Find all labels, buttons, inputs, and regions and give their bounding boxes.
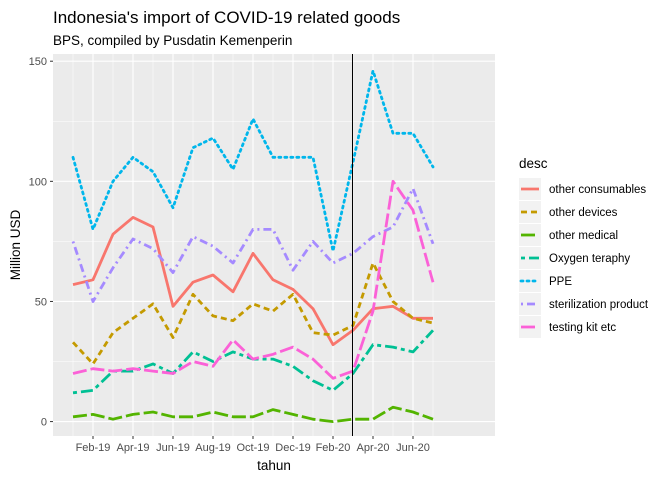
legend-title: desc (519, 156, 548, 171)
series-line-other-devices (71, 261, 434, 366)
y-tick-label: 150 (29, 56, 47, 68)
legend-label-ppe: PPE (549, 276, 572, 288)
y-tick-label: 100 (29, 176, 47, 188)
series-line-other-medical (72, 405, 434, 423)
y-axis: 0 50 100 150 (29, 56, 53, 429)
x-tick-label: Jun-19 (156, 442, 190, 454)
chart-subtitle: BPS, compiled by Pusdatin Kemenperin (53, 33, 292, 48)
legend: other consumables other devices other medi… (519, 178, 649, 338)
y-tick-label: 50 (35, 296, 47, 308)
x-tick-label: Oct-19 (236, 442, 269, 454)
legend-label-oxygen-teraphy: Oxygen teraphy (549, 253, 630, 265)
series-line-ppe (71, 69, 435, 253)
x-tick-label: Jun-20 (396, 442, 430, 454)
grid-major (53, 54, 495, 436)
legend-label-other-consumables: other consumables (549, 184, 646, 196)
x-axis-title: tahun (257, 458, 291, 473)
legend-label-sterilization-product: sterilization product (549, 299, 649, 311)
series-layer (71, 69, 435, 423)
x-tick-label: Apr-19 (116, 442, 149, 454)
x-tick-label: Dec-19 (275, 442, 310, 454)
x-tick-label: Feb-20 (316, 442, 351, 454)
y-axis-title: Million USD (8, 209, 23, 280)
legend-label-other-medical: other medical (549, 230, 618, 242)
x-axis: Feb-19 Apr-19 Jun-19 Aug-19 Oct-19 Dec-19 Feb-… (76, 436, 430, 454)
chart-title: Indonesia's import of COVID-19 related g… (53, 8, 400, 27)
legend-label-testing-kit-etc: testing kit etc (549, 322, 616, 334)
series-line-sterilization-product (71, 187, 435, 303)
x-tick-label: Apr-20 (356, 442, 389, 454)
x-tick-label: Feb-19 (76, 442, 111, 454)
series-line-testing-kit-etc (72, 179, 435, 380)
x-tick-label: Aug-19 (195, 442, 230, 454)
legend-label-other-devices: other devices (549, 207, 618, 219)
y-tick-label: 0 (41, 417, 47, 429)
plot-panel (53, 54, 495, 436)
legend-key-bg (519, 201, 541, 223)
